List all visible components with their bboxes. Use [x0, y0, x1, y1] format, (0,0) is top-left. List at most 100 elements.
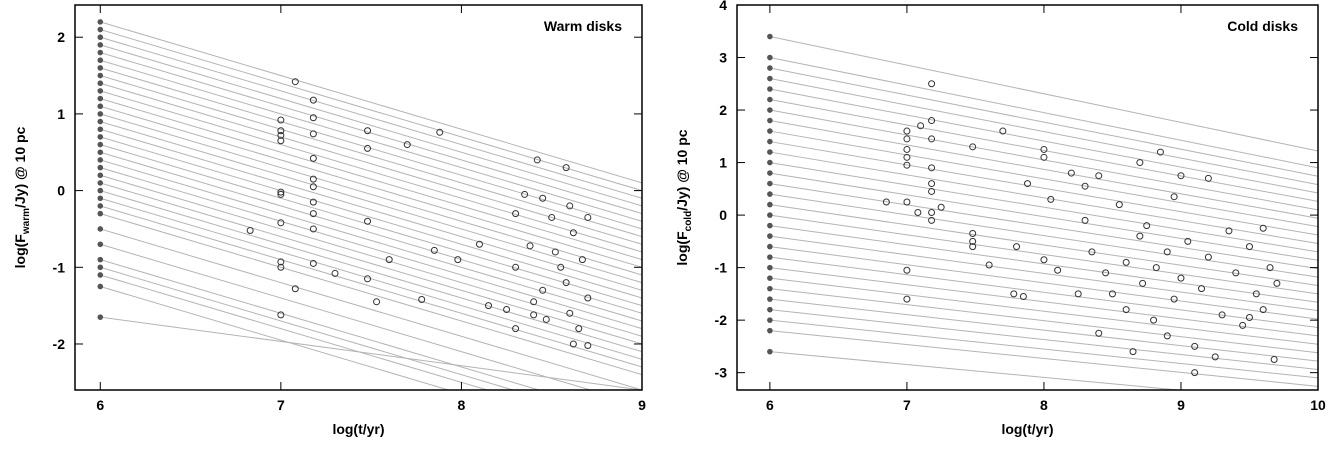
panel-title: Warm disks: [544, 18, 622, 34]
data-point: [575, 325, 583, 333]
start-point: [97, 34, 104, 41]
data-point: [562, 279, 570, 287]
data-point: [533, 156, 541, 164]
data-point: [309, 154, 317, 162]
model-line: [769, 172, 1318, 261]
model-line: [100, 98, 642, 261]
model-line: [100, 44, 642, 207]
x-tick-label: 9: [1177, 397, 1185, 413]
data-point: [1163, 248, 1171, 256]
data-point: [277, 137, 285, 145]
start-point: [97, 111, 104, 117]
model-line: [769, 162, 1318, 253]
start-point: [767, 327, 773, 334]
start-point: [97, 126, 104, 133]
model-line: [100, 90, 642, 253]
data-point: [309, 96, 317, 104]
start-point: [767, 212, 773, 218]
data-point: [969, 237, 977, 245]
data-point: [1122, 306, 1130, 314]
data-point: [569, 340, 577, 348]
y-label-part: /Jy) @ 10 pc: [674, 129, 690, 211]
data-point: [903, 198, 911, 206]
data-point: [578, 256, 586, 264]
data-point: [566, 202, 574, 210]
start-point: [97, 172, 104, 179]
data-point: [1218, 311, 1226, 319]
x-axis-label: log(t/yr): [332, 421, 384, 437]
x-tick-label: 7: [903, 397, 911, 413]
data-point: [1191, 369, 1199, 377]
model-line: [769, 36, 1318, 152]
start-point: [767, 86, 773, 92]
start-point: [97, 187, 104, 194]
model-line: [769, 309, 1318, 371]
data-point: [928, 164, 936, 172]
model-line: [100, 75, 642, 238]
data-point: [1170, 193, 1178, 201]
data-point: [309, 225, 317, 233]
model-line: [769, 67, 1318, 177]
data-point: [539, 194, 547, 202]
data-point: [364, 217, 372, 225]
x-tick-label: 9: [638, 397, 646, 413]
data-point: [969, 229, 977, 237]
data-point: [309, 175, 317, 183]
data-point: [309, 210, 317, 218]
start-point: [767, 75, 773, 82]
model-line: [100, 266, 515, 390]
start-point: [767, 65, 773, 71]
data-point: [969, 243, 977, 251]
y-label-sub: warm: [21, 208, 32, 235]
data-point: [928, 135, 936, 143]
start-point: [767, 159, 773, 166]
data-point: [291, 285, 299, 293]
model-line: [769, 141, 1318, 236]
data-point: [985, 261, 993, 269]
start-point: [767, 222, 773, 229]
data-point: [928, 117, 936, 125]
data-point: [1067, 169, 1075, 177]
data-point: [277, 190, 285, 198]
y-label-part: /Jy) @ 10 pc: [12, 126, 28, 208]
data-point: [1150, 316, 1158, 324]
start-point: [97, 264, 104, 271]
data-point: [530, 298, 538, 306]
data-point: [418, 296, 426, 304]
model-line: [100, 213, 642, 376]
start-point: [97, 272, 104, 278]
data-point: [1019, 293, 1027, 301]
y-label-part: log(F: [674, 231, 690, 266]
data-point: [1204, 253, 1212, 261]
data-point: [557, 263, 565, 271]
model-line: [100, 174, 642, 337]
model-line: [100, 113, 642, 276]
start-point: [97, 210, 104, 217]
data-point: [1115, 201, 1123, 209]
data-point: [903, 127, 911, 135]
start-point: [97, 283, 104, 290]
data-point: [277, 258, 285, 266]
data-point: [1152, 264, 1160, 272]
data-point: [1245, 314, 1253, 322]
model-line: [100, 182, 642, 345]
data-point: [1074, 290, 1082, 298]
start-point: [767, 117, 773, 124]
start-point: [97, 180, 104, 186]
model-line: [100, 228, 642, 390]
data-point: [530, 311, 538, 319]
data-point: [1040, 153, 1048, 161]
model-line: [100, 197, 642, 360]
data-point: [277, 311, 285, 319]
data-point: [903, 295, 911, 303]
data-point: [1095, 329, 1103, 337]
y-tick-label: -3: [715, 365, 728, 381]
data-point: [277, 219, 285, 227]
model-line: [100, 159, 642, 322]
start-point: [97, 42, 104, 48]
model-line: [769, 183, 1318, 270]
model-line: [100, 190, 642, 353]
start-point: [767, 54, 773, 61]
x-tick-label: 6: [766, 397, 774, 413]
y-axis-label: log(Fcold/Jy) @ 10 pc: [674, 129, 694, 265]
